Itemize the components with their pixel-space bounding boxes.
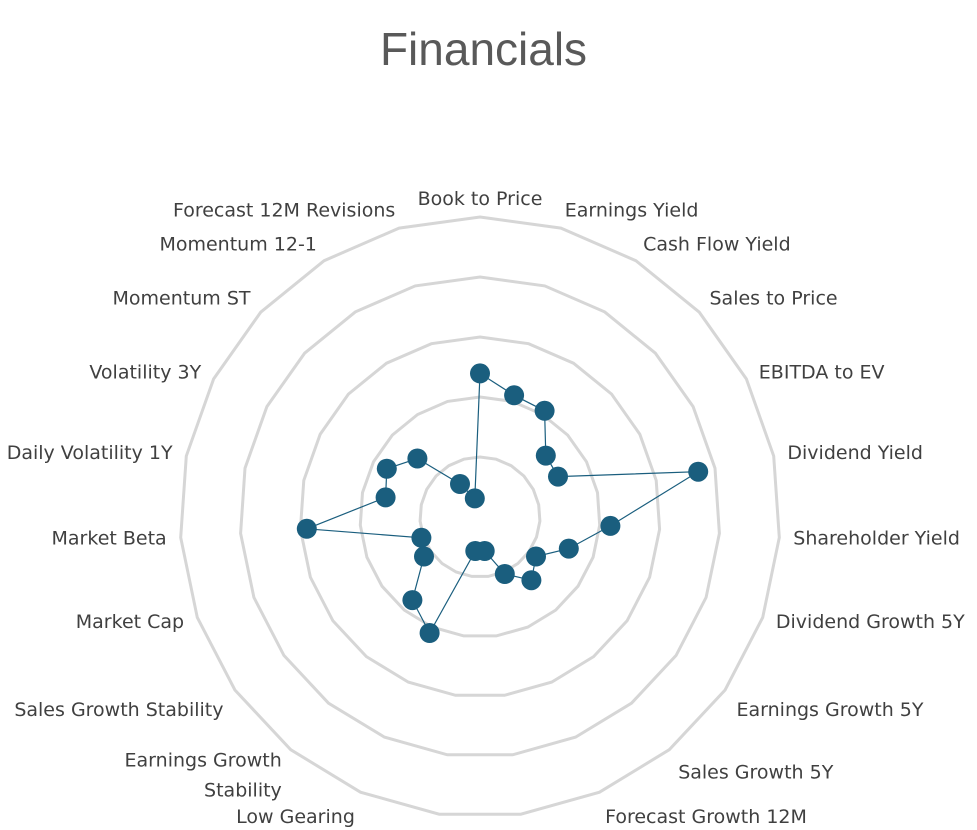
data-point-net-profit-margin: [465, 541, 486, 561]
axis-label-forecast-12m-revisions: Forecast 12M Revisions: [173, 200, 395, 222]
data-point-sales-growth-5y: [521, 570, 542, 591]
grid-ring-2: [358, 395, 602, 638]
axis-label-ebitda-to-ev: EBITDA to EV: [759, 362, 885, 384]
chart-title: Financials: [379, 23, 588, 75]
axis-label-sales-growth-5y: Sales Growth 5Y: [678, 762, 834, 784]
axis-label-dividend-growth-5y: Dividend Growth 5Y: [776, 611, 965, 633]
grid-ring-5: [179, 215, 781, 816]
axis-label-earnings-growth-5y: Earnings Growth 5Y: [737, 699, 924, 721]
grid-ring-4: [239, 275, 721, 757]
data-point-low-gearing: [419, 623, 440, 643]
data-point-book-to-price: [470, 363, 490, 384]
data-point-momentum-st: [407, 448, 428, 469]
data-point-sales-growth-stability: [414, 546, 434, 567]
data-point-momentum-12-1: [450, 474, 470, 494]
grid-ring-3: [298, 335, 662, 697]
axis-label-shareholder-yield: Shareholder Yield: [793, 527, 960, 549]
axis-label-sales-to-price: Sales to Price: [710, 288, 838, 310]
data-point-daily-volatility-1y: [375, 487, 396, 508]
data-point-cash-flow-yield: [534, 400, 555, 421]
axis-label-momentum-st: Momentum ST: [113, 288, 251, 310]
data-point-market-beta: [296, 518, 317, 539]
data-point-market-cap: [411, 527, 432, 548]
axis-label-earnings-growth-stability: Earnings Growth Stability: [125, 750, 282, 802]
radar-series: [296, 363, 709, 643]
axis-label-sales-growth-stability: Sales Growth Stability: [14, 699, 223, 721]
data-point-dividend-yield: [688, 461, 709, 482]
grid-ring-1: [418, 455, 542, 578]
axis-labels: Book to Price Earnings Yield Cash Flow Yie…: [7, 188, 965, 830]
axis-label-low-gearing: Low Gearing: [236, 806, 355, 828]
axis-label-volatility-3y: Volatility 3Y: [89, 362, 201, 384]
data-point-shareholder-yield: [600, 515, 621, 536]
data-point-dividend-growth-5y: [558, 538, 579, 559]
axis-label-dividend-yield: Dividend Yield: [787, 442, 923, 464]
axis-label-momentum-12-1: Momentum 12-1: [159, 234, 316, 256]
axis-label-forecast-growth-12m: Forecast Growth 12M: [605, 806, 807, 828]
axis-label-cash-flow-yield: Cash Flow Yield: [643, 234, 791, 256]
data-point-volatility-3y: [376, 458, 397, 479]
data-point-earnings-growth-stability: [402, 590, 423, 611]
axis-label-daily-volatility-1y: Daily Volatility 1Y: [7, 442, 173, 464]
data-point-ebitda-to-ev: [548, 466, 568, 487]
data-point-forecast-growth-12m: [494, 564, 515, 584]
axis-label-earnings-yield: Earnings Yield: [565, 200, 699, 222]
axis-label-market-cap: Market Cap: [76, 611, 184, 633]
radar-grid: [179, 215, 781, 816]
data-point-sales-to-price: [535, 445, 556, 466]
data-point-earnings-growth-5y: [526, 546, 546, 567]
axis-label-book-to-price: Book to Price: [418, 188, 543, 210]
data-point-forecast-12m-revisions: [464, 488, 485, 509]
axis-label-market-beta: Market Beta: [52, 527, 167, 549]
data-point-earnings-yield: [504, 385, 525, 406]
